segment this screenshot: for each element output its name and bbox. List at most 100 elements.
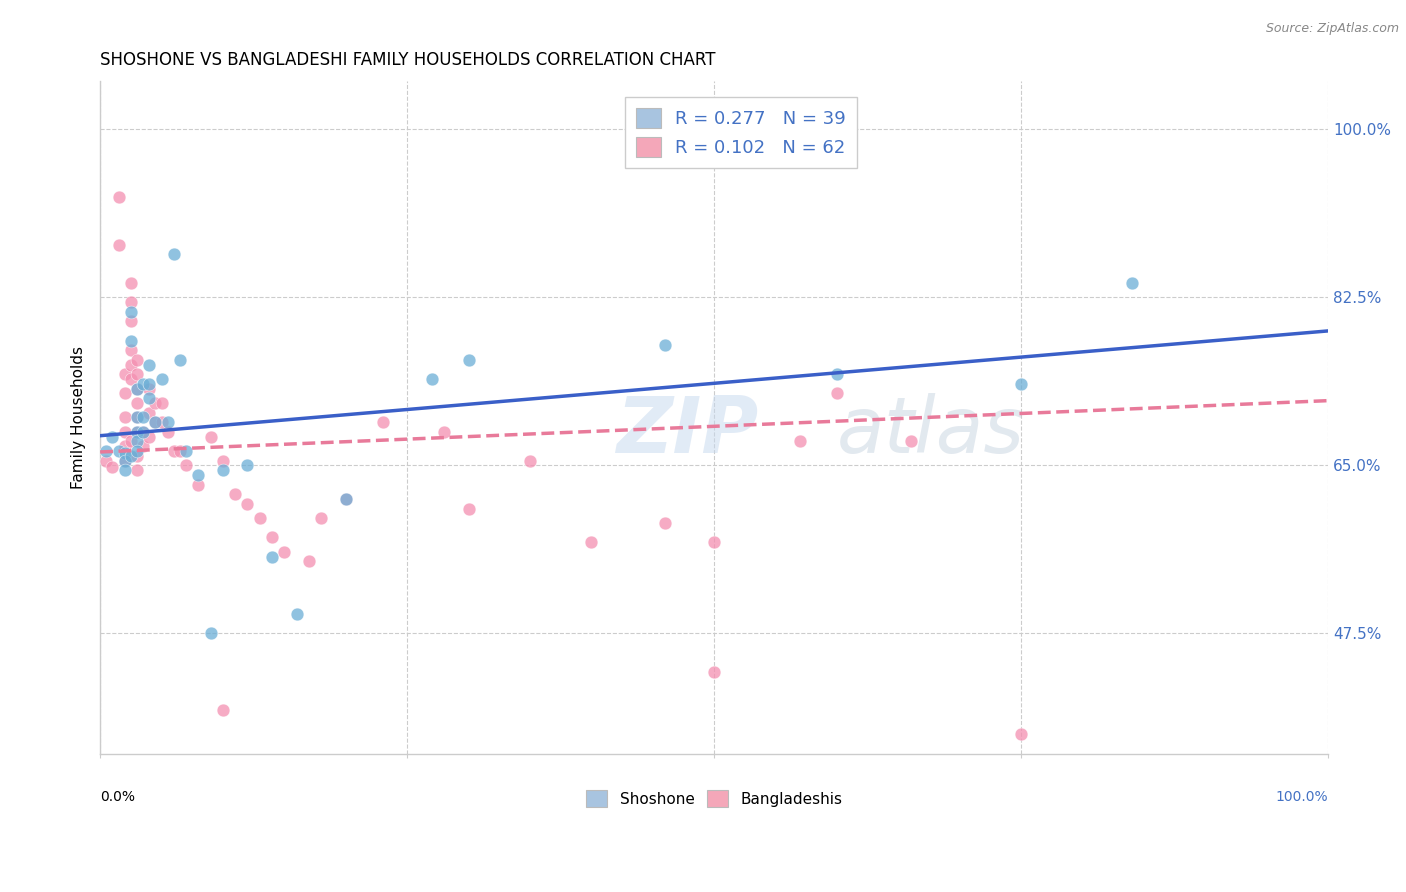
Point bbox=[703, 535, 725, 549]
Text: SHOSHONE VS BANGLADESHI FAMILY HOUSEHOLDS CORRELATION CHART: SHOSHONE VS BANGLADESHI FAMILY HOUSEHOLD… bbox=[100, 51, 716, 69]
Point bbox=[120, 449, 142, 463]
Point bbox=[114, 386, 136, 401]
Point bbox=[457, 352, 479, 367]
Point bbox=[125, 396, 148, 410]
Point bbox=[187, 477, 209, 491]
Point bbox=[212, 703, 235, 717]
Point bbox=[125, 449, 148, 463]
Point bbox=[145, 415, 167, 429]
Point bbox=[132, 439, 155, 453]
Point bbox=[150, 415, 173, 429]
Point bbox=[138, 358, 160, 372]
Point bbox=[120, 372, 142, 386]
Text: ZIP: ZIP bbox=[616, 392, 758, 469]
Point bbox=[125, 425, 148, 439]
Point bbox=[101, 430, 124, 444]
Point bbox=[1010, 727, 1032, 741]
Point bbox=[212, 463, 235, 477]
Point bbox=[654, 516, 676, 530]
Point bbox=[260, 549, 283, 564]
Point bbox=[169, 444, 191, 458]
Point bbox=[125, 444, 148, 458]
Point bbox=[145, 415, 167, 429]
Y-axis label: Family Households: Family Households bbox=[72, 346, 86, 489]
Point bbox=[825, 368, 848, 382]
Point bbox=[125, 425, 148, 439]
Point bbox=[125, 463, 148, 477]
Point bbox=[125, 410, 148, 425]
Point bbox=[519, 453, 541, 467]
Point bbox=[114, 425, 136, 439]
Point bbox=[120, 334, 142, 348]
Point bbox=[125, 368, 148, 382]
Point bbox=[114, 453, 136, 467]
Point bbox=[150, 396, 173, 410]
Point bbox=[114, 463, 136, 477]
Point bbox=[125, 382, 148, 396]
Point bbox=[132, 376, 155, 391]
Point bbox=[107, 189, 129, 203]
Point bbox=[96, 444, 118, 458]
Point bbox=[120, 295, 142, 310]
Point bbox=[107, 237, 129, 252]
Point bbox=[581, 535, 603, 549]
Point bbox=[371, 415, 394, 429]
Point bbox=[200, 626, 222, 640]
Point bbox=[138, 406, 160, 420]
Legend: Shoshone, Bangladeshis: Shoshone, Bangladeshis bbox=[579, 784, 848, 814]
Point bbox=[249, 511, 271, 525]
Point bbox=[125, 410, 148, 425]
Point bbox=[132, 425, 155, 439]
Point bbox=[114, 439, 136, 453]
Point bbox=[107, 444, 129, 458]
Point bbox=[174, 458, 197, 473]
Point bbox=[187, 468, 209, 483]
Point bbox=[1121, 276, 1143, 290]
Point bbox=[169, 352, 191, 367]
Point bbox=[825, 386, 848, 401]
Point bbox=[163, 247, 186, 261]
Point bbox=[125, 382, 148, 396]
Point bbox=[200, 430, 222, 444]
Point bbox=[150, 372, 173, 386]
Point bbox=[156, 415, 179, 429]
Point bbox=[273, 545, 295, 559]
Point bbox=[163, 444, 186, 458]
Point bbox=[457, 501, 479, 516]
Point bbox=[298, 554, 321, 568]
Text: 100.0%: 100.0% bbox=[1275, 790, 1329, 805]
Point bbox=[212, 453, 235, 467]
Point bbox=[132, 425, 155, 439]
Point bbox=[335, 491, 357, 506]
Point bbox=[285, 607, 308, 622]
Point bbox=[120, 434, 142, 449]
Point bbox=[114, 410, 136, 425]
Point bbox=[309, 511, 332, 525]
Point bbox=[132, 410, 155, 425]
Point bbox=[101, 460, 124, 475]
Point bbox=[138, 382, 160, 396]
Point bbox=[145, 396, 167, 410]
Point bbox=[236, 458, 259, 473]
Text: Source: ZipAtlas.com: Source: ZipAtlas.com bbox=[1265, 22, 1399, 36]
Point bbox=[138, 391, 160, 405]
Point bbox=[120, 358, 142, 372]
Point bbox=[156, 425, 179, 439]
Point bbox=[125, 434, 148, 449]
Point bbox=[703, 665, 725, 679]
Point bbox=[120, 314, 142, 328]
Point bbox=[114, 446, 136, 460]
Point bbox=[433, 425, 456, 439]
Point bbox=[138, 430, 160, 444]
Point bbox=[120, 343, 142, 358]
Point bbox=[789, 434, 811, 449]
Point bbox=[260, 531, 283, 545]
Point bbox=[125, 352, 148, 367]
Point bbox=[174, 444, 197, 458]
Point bbox=[114, 368, 136, 382]
Point bbox=[120, 276, 142, 290]
Point bbox=[138, 376, 160, 391]
Point bbox=[1010, 376, 1032, 391]
Point bbox=[654, 338, 676, 352]
Point bbox=[420, 372, 443, 386]
